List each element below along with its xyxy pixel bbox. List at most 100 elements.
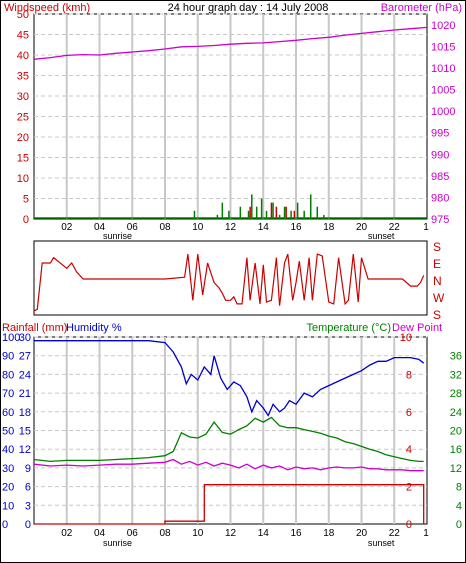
- series-wind-baro: [33, 26, 428, 219]
- x3-tick-12: 12: [225, 528, 237, 539]
- wind-tick-30: 30: [17, 91, 29, 103]
- series-direction: [33, 253, 425, 312]
- wind-tick-15: 15: [17, 153, 29, 165]
- x-tick-20: 20: [356, 222, 368, 233]
- hum-alt-tick-9: 9: [25, 463, 31, 475]
- x3-tick-end: 1: [423, 528, 429, 539]
- wind-direction-line: [33, 253, 425, 312]
- wind-tick-labels: 0 5 10 15 20 25 30 35 40 45 50: [17, 9, 29, 226]
- plot-area-direction: [33, 240, 428, 316]
- hum-tick-50: 50: [2, 426, 14, 438]
- hum-alt-tick-15: 15: [19, 426, 31, 438]
- temp-tick-36: 36: [450, 351, 462, 363]
- barometer-line: [33, 26, 428, 60]
- x-tick-06: 06: [127, 222, 139, 233]
- hum-alt-tick-6: 6: [25, 482, 31, 494]
- hum-tick-0: 0: [2, 519, 8, 531]
- baro-tick-995: 995: [431, 128, 449, 140]
- hum-tick-20: 20: [2, 482, 14, 494]
- wind-tick-40: 40: [17, 50, 29, 62]
- wind-tick-50: 50: [17, 9, 29, 21]
- hum-alt-tick-27: 27: [19, 351, 31, 363]
- panel-wind-baro: Windspeed (kmh) 24 hour graph day : 14 J…: [4, 2, 462, 241]
- wind-tick-35: 35: [17, 71, 29, 83]
- temp-tick-16: 16: [450, 444, 462, 456]
- temp-tick-32: 32: [450, 369, 462, 381]
- rain-tick-labels: 0 2 4 6 8 10: [400, 332, 412, 531]
- baro-tick-1000: 1000: [431, 106, 455, 118]
- temp-tick-20: 20: [450, 426, 462, 438]
- baro-tick-980: 980: [431, 192, 449, 204]
- temperature-line: [33, 416, 424, 463]
- wind-tick-25: 25: [17, 112, 29, 124]
- baro-tick-1015: 1015: [431, 41, 455, 53]
- wind-tick-45: 45: [17, 30, 29, 42]
- x-tick-12: 12: [225, 222, 237, 233]
- hum-tick-100: 100: [2, 332, 20, 344]
- temp-tick-28: 28: [450, 388, 462, 400]
- sunrise-label: sunrise: [103, 231, 132, 241]
- rain-tick-6: 6: [406, 407, 412, 419]
- rain-tick-2: 2: [406, 482, 412, 494]
- hum-tick-60: 60: [2, 407, 14, 419]
- rain-tick-0: 0: [406, 519, 412, 531]
- x3-tick-10: 10: [192, 528, 204, 539]
- baro-tick-1010: 1010: [431, 63, 455, 75]
- hum-alt-tick-30: 30: [19, 332, 31, 344]
- hum-tick-90: 90: [2, 351, 14, 363]
- x3-tick-22: 22: [389, 528, 401, 539]
- hum-tick-40: 40: [2, 444, 14, 456]
- x3-tick-04: 04: [94, 528, 106, 539]
- hum-alt-tick-12: 12: [19, 444, 31, 456]
- x-tick-18: 18: [323, 222, 335, 233]
- rainfall-line: [34, 484, 425, 525]
- dewpoint-axis-label: Dew Point: [392, 322, 442, 334]
- sunrise-label-2: sunrise: [103, 538, 132, 548]
- x3-tick-02: 02: [61, 528, 73, 539]
- series-temp-hum-rain: [33, 340, 425, 525]
- x-tick-labels-wind-baro: 02 04 06 08 10 12 14 16 18 20 22 1: [61, 222, 429, 233]
- wind-tick-10: 10: [17, 173, 29, 185]
- rain-tick-8: 8: [406, 369, 412, 381]
- x-tick-08: 08: [159, 222, 171, 233]
- grid-temp-hum: [34, 336, 427, 524]
- chart-title: 24 hour graph day : 14 July 2008: [168, 2, 329, 14]
- temp-tick-4: 4: [456, 500, 462, 512]
- temperature-tick-labels: 0 4 8 12 16 20 24 28 32 36: [450, 351, 462, 531]
- direction-tick-3-W: W: [433, 291, 445, 305]
- hum-tick-30: 30: [2, 463, 14, 475]
- wind-tick-5: 5: [23, 194, 29, 206]
- x-tick-end: 1: [423, 222, 429, 233]
- x3-tick-20: 20: [356, 528, 368, 539]
- baro-tick-1020: 1020: [431, 20, 455, 32]
- hum-alt-tick-18: 18: [19, 407, 31, 419]
- rainfall-axis-label: Rainfall (mm): [2, 322, 67, 334]
- x-tick-16: 16: [290, 222, 302, 233]
- panel-temp-hum-rain: Rainfall (mm) Humidity % Temperature (°C…: [2, 322, 462, 548]
- hum-tick-70: 70: [2, 388, 14, 400]
- direction-tick-2-N: N: [433, 274, 442, 288]
- wind-tick-20: 20: [17, 132, 29, 144]
- x-tick-labels-temp-hum: 02 04 06 08 10 12 14 16 18 20 22 1: [61, 528, 429, 539]
- rain-tick-4: 4: [406, 444, 412, 456]
- baro-axis-label: Barometer (hPa): [381, 2, 462, 14]
- x3-tick-08: 08: [159, 528, 171, 539]
- sunset-label-2: sunset: [368, 538, 395, 548]
- x3-tick-14: 14: [258, 528, 270, 539]
- humidity-line: [34, 340, 425, 417]
- hum-alt-tick-0: 0: [25, 519, 31, 531]
- direction-tick-1-E: E: [433, 257, 441, 271]
- baro-tick-990: 990: [431, 149, 449, 161]
- hum-alt-tick-21: 21: [19, 388, 31, 400]
- dew-point-line: [33, 458, 424, 472]
- x3-tick-06: 06: [127, 528, 139, 539]
- x3-tick-18: 18: [323, 528, 335, 539]
- direction-tick-4-S: S: [433, 308, 441, 322]
- hum-tick-80: 80: [2, 369, 14, 381]
- wind-tick-0: 0: [23, 214, 29, 226]
- humidity-axis-label: Humidity %: [66, 322, 122, 334]
- hum-alt-tick-3: 3: [25, 500, 31, 512]
